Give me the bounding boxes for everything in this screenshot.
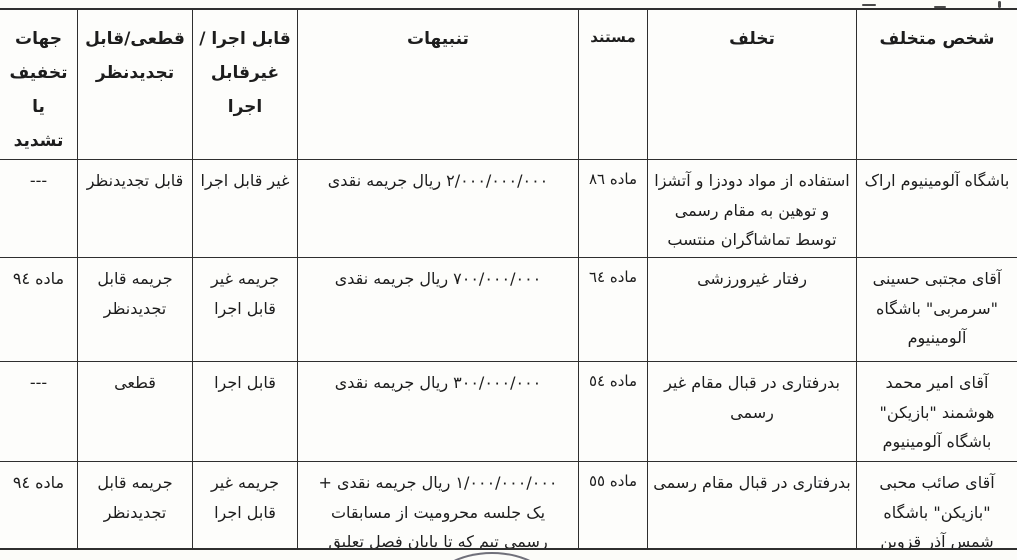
scan-artifact-tick (998, 1, 1001, 8)
scan-artifact-dash (862, 4, 876, 6)
cell-penalty: ٣٠٠/٠٠٠/٠٠٠ ریال جریمه نقدی (297, 362, 578, 462)
cell-mitigation: --- (0, 362, 77, 462)
cell-enforceable: جریمه غیر قابل اجرا (192, 462, 297, 548)
cell-violation: استفاده از مواد دودزا و آتشزا و توهین به… (647, 160, 856, 258)
cell-offender: باشگاه آلومینیوم اراک (856, 160, 1017, 258)
cell-offender: آقای امیر محمد هوشمند "بازیکن" باشگاه آل… (856, 362, 1017, 462)
cell-violation: بدرفتاری در قبال مقام غیر رسمی (647, 362, 856, 462)
scan-artifact-dash (934, 6, 946, 8)
cell-violation: بدرفتاری در قبال مقام رسمی (647, 462, 856, 548)
cell-finality: جریمه قابل تجدیدنظر (77, 462, 192, 548)
cell-mitigation: ماده ٩٤ (0, 258, 77, 362)
cell-article: ماده ٥٤ (578, 362, 647, 462)
cell-enforceable: غیر قابل اجرا (192, 160, 297, 258)
cell-enforceable: جریمه غیر قابل اجرا (192, 258, 297, 362)
cell-finality: قطعی (77, 362, 192, 462)
cell-offender: آقای صائب محبی "بازیکن" باشگاه شمس آذر ق… (856, 462, 1017, 548)
column-header-enforceable: قابل اجرا /غیرقابل اجرا (192, 10, 297, 160)
cell-article: ماده ٥٥ (578, 462, 647, 548)
column-header-penalties: تنبيهات (297, 10, 578, 160)
column-header-offender: شخص متخلف (856, 10, 1017, 160)
column-header-finality: قطعی/قابل تجدیدنظر (77, 10, 192, 160)
stamp-arc (430, 552, 554, 560)
cell-penalty: ١/٠٠٠/٠٠٠/٠٠٠ ریال جریمه نقدی + یک جلسه … (297, 462, 578, 548)
cell-mitigation: --- (0, 160, 77, 258)
column-header-violation: تخلف (647, 10, 856, 160)
cell-penalty: ٧٠٠/٠٠٠/٠٠٠ ریال جریمه نقدی (297, 258, 578, 362)
cell-penalty: ٢/٠٠٠/٠٠٠/٠٠٠ ریال جریمه نقدی (297, 160, 578, 258)
column-header-article: مستند (578, 10, 647, 160)
cell-offender: آقای مجتبی حسینی "سرمربی" باشگاه آلومینی… (856, 258, 1017, 362)
cell-finality: جریمه قابل تجدیدنظر (77, 258, 192, 362)
disciplinary-rulings-table: شخص متخلف تخلف مستند تنبيهات قابل اجرا /… (0, 8, 1017, 550)
cell-article: ماده ٦٤ (578, 258, 647, 362)
cell-enforceable: قابل اجرا (192, 362, 297, 462)
cell-violation: رفتار غیرورزشی (647, 258, 856, 362)
cell-article: ماده ٨٦ (578, 160, 647, 258)
column-header-mitigation: جهات تخفیف یا تشدید (0, 10, 77, 160)
cell-finality: قابل تجدیدنظر (77, 160, 192, 258)
cell-mitigation: ماده ٩٤ (12, 473, 65, 492)
